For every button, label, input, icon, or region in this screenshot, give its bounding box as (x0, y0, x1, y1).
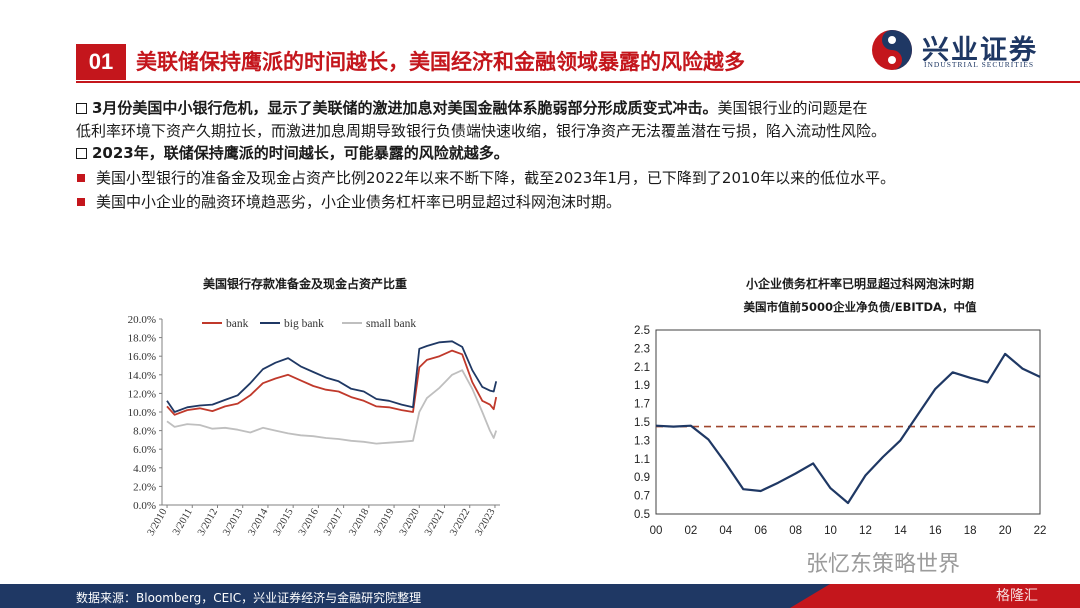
x-tick-label: 06 (754, 525, 767, 537)
logo-english-name: INDUSTRIAL SECURITIES (924, 60, 1035, 69)
y-tick-label: 4.0% (133, 463, 156, 475)
x-tick-label: 12 (859, 525, 872, 537)
x-tick-label: 10 (824, 525, 837, 537)
y-tick-label: 20.0% (128, 314, 156, 326)
y-tick-label: 16.0% (128, 351, 156, 363)
x-tick-label: 3/2013 (221, 507, 245, 538)
bullet-item: 2023年，联储保持鹰派的时间越长，可能暴露的风险就越多。 (76, 142, 1046, 165)
x-tick-label: 3/2023 (473, 507, 497, 538)
red-square-bullet-icon (77, 173, 85, 182)
chart-title-leverage: 小企业债务杠杆率已明显超过科网泡沫时期 (745, 277, 974, 291)
x-tick-label: 3/2017 (322, 507, 346, 538)
checkbox-square-icon (76, 148, 87, 159)
chart-title-reserves: 美国银行存款准备金及现金占资产比重 (202, 277, 407, 291)
y-tick-label: 1.1 (634, 454, 650, 466)
watermark-logo-text: 格隆汇 (996, 588, 1038, 604)
reserves-chart-svg: 0.0% 2.0% 4.0% 6.0% 8.0% 10.0% 12.0% 14.0% 16.0%… (128, 314, 500, 538)
y-tick-label: 1.5 (634, 417, 650, 429)
logo-emblem-icon (872, 30, 912, 70)
x-tick-label: 3/2021 (423, 507, 447, 538)
y-tick-label: 0.5 (634, 509, 650, 521)
bullet-text: 美国小型银行的准备金及现金占资产比例2022年以来不断下降，截至2023年1月，… (96, 168, 896, 187)
leverage-chart-svg: 0.5 0.7 0.9 1.1 1.3 1.5 1.7 1.9 2.1 2.3 2.5 00 02 04 0… (634, 325, 1047, 537)
bullet-item: 3月份美国中小银行危机，显示了美联储的激进加息对美国金融体系脆弱部分形成质变式冲… (76, 97, 1046, 120)
x-tick-label: 00 (650, 525, 663, 537)
series-line-big-bank (166, 340, 498, 413)
reserves-line-chart: 0.0% 2.0% 4.0% 6.0% 8.0% 10.0% 12.0% 14.0% 16.0%… (110, 305, 510, 555)
x-tick-label: 3/2019 (373, 507, 397, 538)
sub-bullet-item: 美国中小企业的融资环境趋恶劣，小企业债务杠杆率已明显超过科网泡沫时期。 (76, 191, 1046, 214)
legend-label: small bank (366, 318, 416, 330)
legend-label: big bank (284, 318, 324, 330)
header: 01 美联储保持鹰派的时间越长，美国经济和金融领域暴露的风险越多 兴业证券 IN… (0, 0, 1080, 88)
x-tick-label: 3/2014 (246, 506, 270, 537)
footer-accent (790, 584, 1080, 608)
logo-chinese-name: 兴业证券 (922, 35, 1038, 66)
x-tick-label: 22 (1034, 525, 1047, 537)
x-tick-label: 3/2022 (448, 507, 472, 538)
header-divider (76, 81, 1080, 83)
x-tick-label: 04 (719, 525, 732, 537)
x-tick-label: 16 (929, 525, 942, 537)
page-title: 美联储保持鹰派的时间越长，美国经济和金融领域暴露的风险越多 (136, 50, 745, 74)
plot-frame (655, 329, 1041, 515)
x-tick-label: 08 (789, 525, 802, 537)
y-tick-label: 2.3 (634, 343, 650, 355)
y-tick-label: 1.9 (634, 380, 650, 392)
y-tick-label: 2.0% (133, 481, 156, 493)
red-square-bullet-icon (77, 198, 85, 206)
bullet-text: 2023年，联储保持鹰派的时间越长，可能暴露的风险就越多。 (92, 144, 509, 162)
y-tick-label: 12.0% (128, 388, 156, 400)
company-logo: 兴业证券 INDUSTRIAL SECURITIES (870, 24, 1060, 74)
y-tick-label: 0.7 (634, 491, 650, 503)
y-tick-label: 6.0% (133, 444, 156, 456)
section-number-badge: 01 (76, 44, 126, 80)
y-tick-label: 2.5 (634, 325, 650, 337)
watermark-text: 张忆东策略世界 (806, 552, 961, 577)
bullet-text: 美国银行业的问题是在 (717, 99, 868, 117)
y-tick-label: 0.0% (133, 500, 156, 512)
x-tick-label: 3/2012 (196, 507, 220, 538)
x-tick-label: 3/2011 (171, 507, 195, 537)
data-source-note: 数据来源：Bloomberg，CEIC，兴业证券经济与金融研究院整理 (76, 591, 422, 605)
x-tick-label: 18 (964, 525, 977, 537)
y-tick-label: 18.0% (128, 333, 156, 345)
x-tick-label: 3/2020 (398, 507, 422, 538)
series-line-leverage (655, 352, 1041, 505)
chart-subtitle-leverage: 美国市值前5000企业净负债/EBITDA，中值 (743, 300, 977, 314)
bullet-list: 3月份美国中小银行危机，显示了美联储的激进加息对美国金融体系脆弱部分形成质变式冲… (76, 97, 1046, 214)
leverage-line-chart: 0.5 0.7 0.9 1.1 1.3 1.5 1.7 1.9 2.1 2.3 2.5 00 02 04 0… (620, 318, 1060, 550)
x-tick-label: 3/2016 (297, 507, 321, 538)
x-tick-label: 14 (894, 525, 907, 537)
bullet-text: 美国中小企业的融资环境趋恶劣，小企业债务杠杆率已明显超过科网泡沫时期。 (96, 193, 622, 211)
sub-bullet-item: 美国小型银行的准备金及现金占资产比例2022年以来不断下降，截至2023年1月，… (76, 167, 1046, 190)
y-tick-label: 0.9 (634, 472, 650, 484)
x-tick-label: 3/2015 (272, 507, 296, 538)
x-tick-label: 20 (999, 525, 1012, 537)
y-tick-label: 2.1 (634, 362, 650, 374)
bullet-continuation: 低利率环境下资产久期拉长，而激进加息周期导致银行负债端快速收缩，银行净资产无法覆… (76, 121, 887, 140)
y-tick-label: 14.0% (128, 370, 156, 382)
y-tick-label: 1.7 (634, 399, 650, 411)
series-line-bank (166, 349, 498, 416)
bullet-text: 3月份美国中小银行危机，显示了美联储的激进加息对美国金融体系脆弱部分形成质变式冲… (92, 99, 718, 117)
x-tick-label: 02 (685, 525, 698, 537)
legend-label: bank (226, 318, 249, 330)
y-tick-label: 1.3 (634, 435, 650, 447)
y-tick-label: 8.0% (133, 426, 156, 438)
checkbox-square-icon (76, 103, 87, 114)
series-line-small-bank (166, 369, 498, 445)
x-tick-label: 3/2018 (347, 507, 371, 538)
y-tick-label: 10.0% (128, 407, 156, 419)
